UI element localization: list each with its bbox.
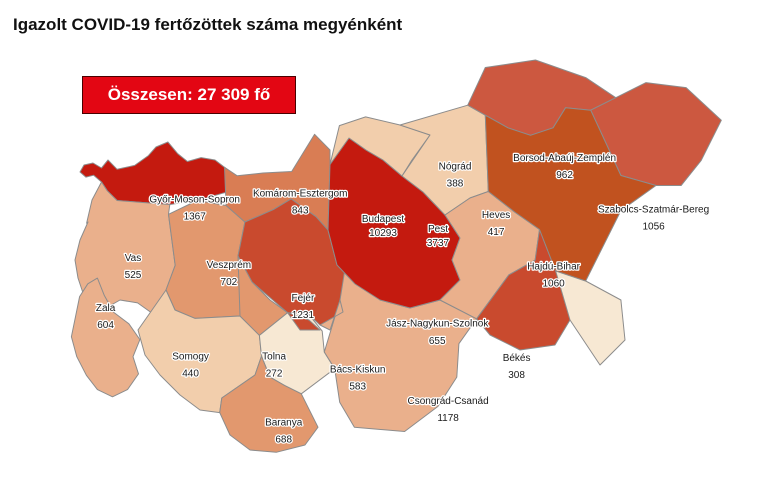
svg-text:Somogy: Somogy	[172, 352, 209, 363]
svg-text:Heves: Heves	[482, 210, 510, 221]
svg-text:1060: 1060	[542, 279, 565, 290]
svg-text:Szabolcs-Szatmár-Bereg: Szabolcs-Szatmár-Bereg	[598, 204, 709, 215]
svg-text:Pest: Pest	[428, 224, 448, 235]
svg-text:417: 417	[488, 227, 505, 238]
svg-text:388: 388	[447, 179, 464, 190]
svg-text:1231: 1231	[292, 310, 315, 321]
svg-text:Zala: Zala	[96, 303, 116, 314]
svg-text:Bács-Kiskun: Bács-Kiskun	[330, 364, 386, 375]
svg-text:Békés: Békés	[503, 353, 531, 364]
svg-text:604: 604	[97, 320, 114, 331]
svg-text:308: 308	[508, 370, 525, 381]
svg-text:1056: 1056	[642, 221, 665, 232]
svg-text:Komárom-Esztergom: Komárom-Esztergom	[253, 189, 347, 200]
svg-text:843: 843	[292, 206, 309, 217]
svg-text:Jász-Nagykun-Szolnok: Jász-Nagykun-Szolnok	[386, 319, 489, 330]
svg-text:440: 440	[182, 369, 199, 380]
svg-text:Tolna: Tolna	[262, 352, 286, 363]
svg-text:702: 702	[221, 277, 238, 288]
svg-text:Csongrád-Csanád: Csongrád-Csanád	[408, 396, 489, 407]
svg-text:Borsod-Abaúj-Zemplén: Borsod-Abaúj-Zemplén	[513, 153, 616, 164]
svg-text:Veszprém: Veszprém	[207, 260, 251, 271]
svg-text:Vas: Vas	[125, 253, 142, 264]
svg-text:Hajdú-Bihar: Hajdú-Bihar	[527, 262, 580, 273]
svg-text:583: 583	[349, 382, 366, 393]
svg-text:688: 688	[275, 435, 292, 446]
svg-text:1178: 1178	[437, 413, 459, 424]
svg-text:Budapest: Budapest	[362, 214, 404, 225]
svg-text:655: 655	[429, 336, 446, 347]
svg-text:Nógrád: Nógrád	[439, 161, 472, 172]
svg-text:1367: 1367	[184, 211, 207, 222]
svg-text:Baranya: Baranya	[265, 417, 303, 428]
svg-text:Fejér: Fejér	[292, 293, 315, 304]
svg-text:272: 272	[266, 369, 283, 380]
svg-text:Győr-Moson-Sopron: Győr-Moson-Sopron	[149, 194, 240, 205]
svg-text:525: 525	[125, 270, 142, 281]
svg-text:3737: 3737	[427, 238, 450, 249]
svg-text:962: 962	[556, 170, 573, 181]
svg-text:10293: 10293	[369, 228, 397, 239]
